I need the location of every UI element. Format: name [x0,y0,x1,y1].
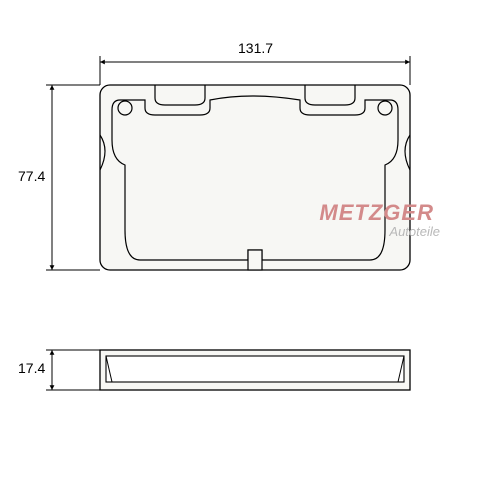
width-value: 131.7 [238,40,273,56]
height-value: 77.4 [18,168,45,184]
technical-drawing: 131.7 77.4 17.4 METZGER Autoteile [0,0,500,500]
side-friction-layer [106,356,404,382]
drawing-svg [0,0,500,500]
center-slot [248,250,262,270]
thickness-value: 17.4 [18,360,45,376]
